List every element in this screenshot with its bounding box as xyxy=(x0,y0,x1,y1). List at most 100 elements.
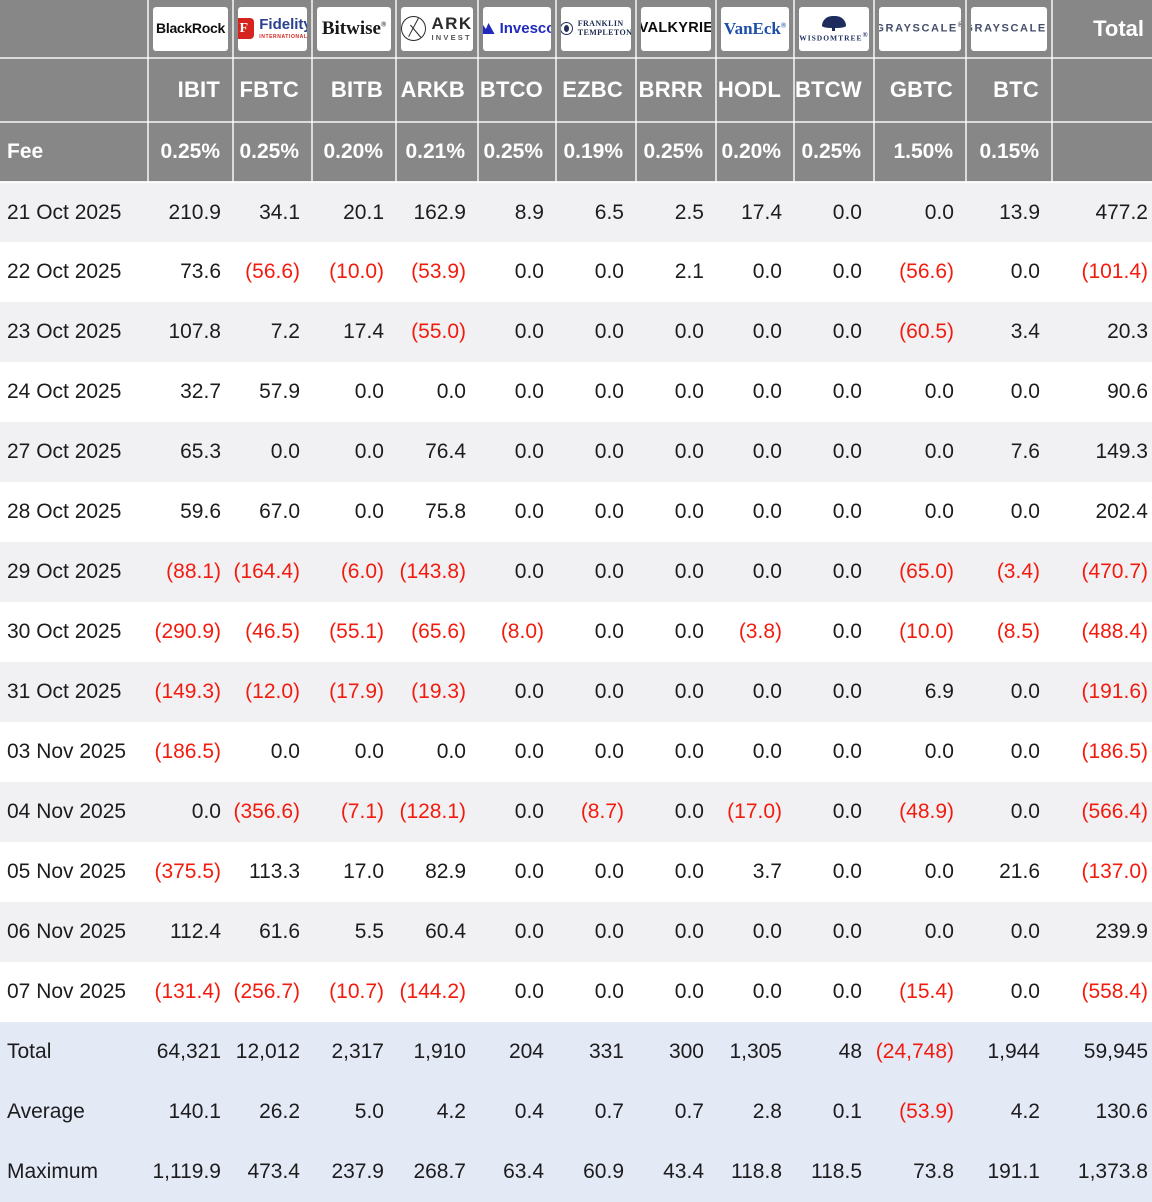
flow-value: (256.7) xyxy=(233,962,312,1022)
flow-value: 0.0 xyxy=(716,542,794,602)
flow-value: 0.0 xyxy=(794,542,874,602)
flow-value: 112.4 xyxy=(148,902,233,962)
flow-value: (56.6) xyxy=(874,242,966,302)
logo-line: BlackRock xyxy=(156,21,225,36)
flow-value: 0.0 xyxy=(966,722,1052,782)
row-total-value: (470.7) xyxy=(1052,542,1152,602)
flow-value: (24,748) xyxy=(874,1022,966,1082)
date-label: 23 Oct 2025 xyxy=(0,302,148,362)
flow-value: (65.0) xyxy=(874,542,966,602)
fee-GBTC: 1.50% xyxy=(874,122,966,182)
flow-value: 17.4 xyxy=(312,302,396,362)
flow-value: 0.4 xyxy=(478,1082,556,1142)
flow-value: 204 xyxy=(478,1022,556,1082)
flow-value: 0.0 xyxy=(874,722,966,782)
provider-logo-cell: VanEck® xyxy=(716,0,794,58)
flow-value: 60.4 xyxy=(396,902,478,962)
row-total-value: (137.0) xyxy=(1052,842,1152,902)
fee-BITB: 0.20% xyxy=(312,122,396,182)
grayscale-logo: GRAYSCALE® xyxy=(971,7,1047,51)
flow-value: 0.0 xyxy=(874,362,966,422)
flow-value: (53.9) xyxy=(874,1082,966,1142)
flow-value: 0.0 xyxy=(478,902,556,962)
flow-value: 0.0 xyxy=(636,722,716,782)
flow-value: 2.8 xyxy=(716,1082,794,1142)
logo-text: VanEck® xyxy=(724,20,786,38)
flow-value: 0.0 xyxy=(794,662,874,722)
ticker-row-spacer xyxy=(0,58,148,122)
flow-value: 0.0 xyxy=(794,602,874,662)
flow-value: (144.2) xyxy=(396,962,478,1022)
flow-value: 26.2 xyxy=(233,1082,312,1142)
row-total-value: (488.4) xyxy=(1052,602,1152,662)
flow-value: 210.9 xyxy=(148,182,233,242)
bitwise-logo: Bitwise® xyxy=(317,7,391,51)
ticker-FBTC: FBTC xyxy=(233,58,312,122)
flow-value: 473.4 xyxy=(233,1142,312,1202)
vaneck-logo: VanEck® xyxy=(721,7,789,51)
fee-HODL: 0.20% xyxy=(716,122,794,182)
logo-line: ARK xyxy=(431,15,472,33)
flow-value: 0.0 xyxy=(478,242,556,302)
flow-value: 0.0 xyxy=(636,302,716,362)
flow-value: (17.9) xyxy=(312,662,396,722)
date-label: 21 Oct 2025 xyxy=(0,182,148,242)
registered-mark: ® xyxy=(863,31,869,39)
flow-value: 0.0 xyxy=(556,662,636,722)
corner-cell xyxy=(0,0,148,58)
flow-value: 65.3 xyxy=(148,422,233,482)
wisdomtree-logo: WISDOMTREE® xyxy=(799,7,869,51)
flow-value: 0.0 xyxy=(636,362,716,422)
row-total-value: (186.5) xyxy=(1052,722,1152,782)
flow-value: 0.0 xyxy=(794,722,874,782)
flow-value: 4.2 xyxy=(396,1082,478,1142)
flow-value: (3.4) xyxy=(966,542,1052,602)
flow-value: 0.0 xyxy=(966,242,1052,302)
fee-BTC: 0.15% xyxy=(966,122,1052,182)
flow-value: (8.5) xyxy=(966,602,1052,662)
flow-value: 0.0 xyxy=(716,302,794,362)
row-total-value: (566.4) xyxy=(1052,782,1152,842)
flow-value: 7.2 xyxy=(233,302,312,362)
flow-value: 0.0 xyxy=(478,722,556,782)
flow-value: 0.0 xyxy=(794,242,874,302)
flow-value: 0.0 xyxy=(478,482,556,542)
flow-value: (131.4) xyxy=(148,962,233,1022)
flow-value: (356.6) xyxy=(233,782,312,842)
flow-value: 0.0 xyxy=(716,362,794,422)
flow-value: 162.9 xyxy=(396,182,478,242)
logo-line: FRANKLIN xyxy=(578,20,624,28)
flow-value: 48 xyxy=(794,1022,874,1082)
flow-value: 0.0 xyxy=(794,482,874,542)
flow-value: (56.6) xyxy=(233,242,312,302)
ticker-BTC: BTC xyxy=(966,58,1052,122)
logo-line: GRAYSCALE® xyxy=(971,22,1047,35)
flow-value: 73.6 xyxy=(148,242,233,302)
flow-value: (8.0) xyxy=(478,602,556,662)
flow-value: 64,321 xyxy=(148,1022,233,1082)
flow-value: 34.1 xyxy=(233,182,312,242)
flow-value: 82.9 xyxy=(396,842,478,902)
flow-value: 2,317 xyxy=(312,1022,396,1082)
logo-text: WISDOMTREE® xyxy=(799,30,869,42)
flow-value: 1,305 xyxy=(716,1022,794,1082)
flow-value: (60.5) xyxy=(874,302,966,362)
flow-value: 0.0 xyxy=(556,542,636,602)
flow-value: 17.0 xyxy=(312,842,396,902)
flow-value: (7.1) xyxy=(312,782,396,842)
flow-value: 0.0 xyxy=(636,962,716,1022)
summary-label: Maximum xyxy=(0,1142,148,1202)
logo-text: Invesco xyxy=(500,21,551,37)
table-row: 07 Nov 2025(131.4)(256.7)(10.7)(144.2)0.… xyxy=(0,962,1152,1022)
ticker-ARKB: ARKB xyxy=(396,58,478,122)
flow-value: 0.0 xyxy=(556,482,636,542)
row-total-value: (101.4) xyxy=(1052,242,1152,302)
